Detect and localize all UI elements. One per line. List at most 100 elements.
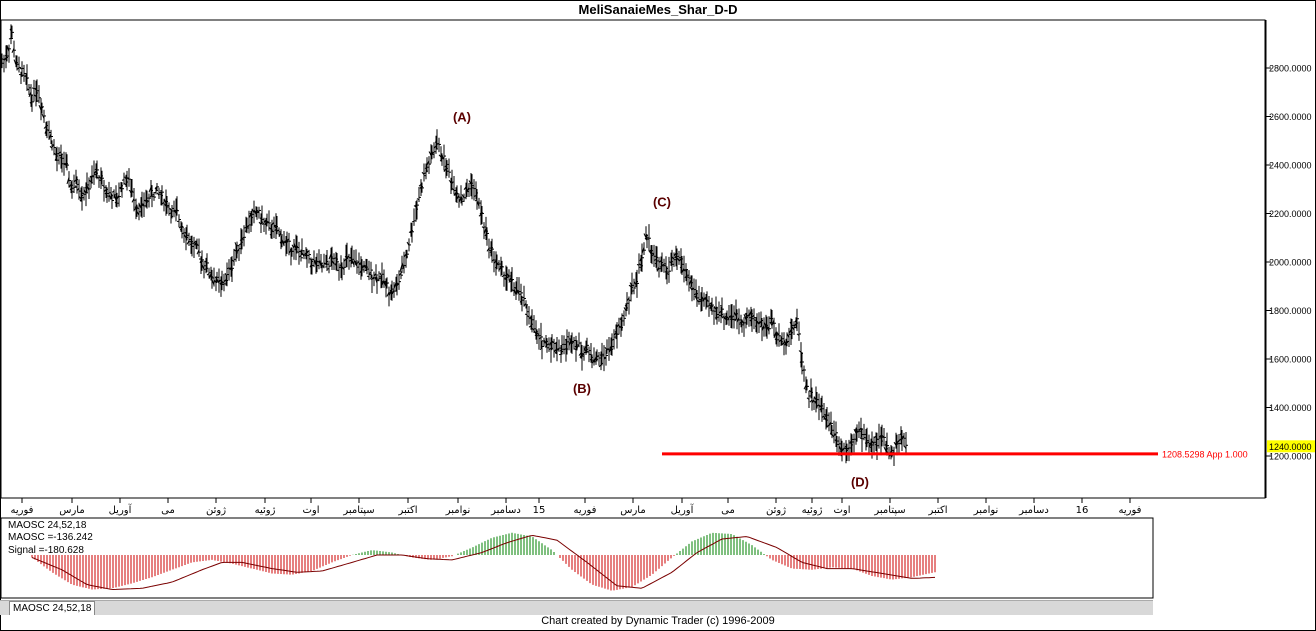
price-bar-open (421, 171, 425, 175)
price-bar-open (493, 260, 497, 264)
price-bar-open (136, 211, 140, 216)
price-bar-open (839, 450, 843, 453)
price-plot-frame (0, 19, 1266, 499)
price-bar-open (193, 240, 197, 244)
price-bar-open (414, 204, 418, 207)
price-bar-open (24, 75, 28, 78)
price-bar-open (678, 258, 682, 262)
price-bar-open (629, 282, 633, 286)
price-bar-open (74, 185, 78, 189)
price-bar-open (41, 113, 45, 119)
price-bar-open (96, 176, 100, 179)
price-bar-open (804, 388, 808, 391)
price-bar-open (249, 212, 253, 218)
price-bar-open (123, 182, 127, 186)
price-bar-open (73, 179, 77, 183)
price-bar-open (621, 314, 625, 317)
price-bar-open (833, 433, 837, 437)
price-bar-open (56, 152, 60, 155)
wave-label: (A) (453, 109, 471, 124)
price-bar-open (689, 286, 693, 291)
price-bar-open (14, 63, 18, 66)
price-bar-open (818, 404, 822, 408)
price-bar-open (66, 177, 70, 185)
price-bar-open (781, 342, 785, 346)
price-bar-open (308, 257, 312, 260)
y-tick-label: 2000.0000 (1269, 258, 1312, 268)
price-bar-open (626, 297, 630, 302)
price-bar-open (78, 196, 82, 200)
price-bar-open (94, 168, 98, 172)
price-bar-open (318, 260, 322, 266)
price-bar-open (388, 290, 392, 296)
price-bar-open (448, 180, 452, 183)
price-bar-open (499, 263, 503, 268)
price-bar-open (88, 179, 92, 183)
price-bar-open (664, 270, 668, 273)
price-bar-open (331, 260, 335, 265)
price-bar-open (556, 347, 560, 351)
price-bar-open (353, 259, 357, 265)
price-bar-open (229, 265, 233, 270)
price-bar-open (213, 279, 217, 283)
x-tick-label: می (161, 505, 175, 516)
price-bar-open (649, 249, 653, 255)
price-bar-open (169, 209, 173, 211)
x-tick-label: سپتامبر (342, 505, 374, 516)
indicator-name-label: MAOSC 24,52,18 (8, 520, 87, 531)
price-bar-open (706, 305, 710, 307)
x-tick-label: سپتامبر (873, 505, 905, 516)
price-bar-open (749, 317, 753, 322)
signal-line (31, 534, 936, 591)
price-bar-open (721, 315, 725, 319)
price-bar-open (599, 353, 603, 356)
price-bar-open (104, 192, 108, 196)
price-bar-open (758, 320, 762, 325)
price-bar-open (274, 227, 278, 231)
price-bar-open (244, 229, 248, 232)
price-bar-open (299, 250, 303, 254)
price-bar-open (64, 163, 68, 168)
indicator-tab-strip (0, 600, 1153, 615)
price-bar-open (431, 151, 435, 154)
price-bar-open (76, 187, 80, 192)
price-bar-open (48, 133, 52, 140)
price-bar-open (673, 252, 677, 257)
y-tick-label: 1200.0000 (1269, 452, 1312, 462)
price-bar-open (679, 266, 683, 269)
price-bar-open (54, 156, 58, 161)
price-bar-open (479, 211, 483, 215)
price-bar-open (444, 163, 448, 168)
price-bar-open (741, 319, 745, 325)
price-bar-open (321, 265, 325, 267)
price-bar-open (413, 205, 417, 208)
price-bar-open (766, 325, 770, 332)
price-bar-open (8, 37, 12, 40)
price-bar-open (346, 255, 350, 259)
price-bar-open (589, 358, 593, 362)
price-bar-open (354, 263, 358, 267)
indicator-tab[interactable]: MAOSC 24,52,18 (9, 601, 96, 615)
price-bar-open (808, 390, 812, 393)
price-bar-open (391, 289, 395, 295)
price-bar-open (488, 249, 492, 252)
price-bar-open (811, 399, 815, 404)
price-bar-open (89, 175, 93, 180)
price-bar-open (798, 350, 802, 353)
price-bar-open (828, 421, 832, 427)
price-bar-open (34, 87, 38, 90)
price-bar-open (503, 274, 507, 277)
price-bar-open (568, 339, 572, 346)
price-bar-open (11, 48, 15, 53)
price-bar-open (631, 290, 635, 292)
price-bar-open (141, 202, 145, 207)
price-bar-open (0, 63, 3, 66)
price-bar-open (874, 443, 878, 446)
price-bar-open (113, 193, 117, 201)
price-bar-open (316, 260, 320, 263)
x-tick-label: دسامبر (490, 505, 521, 516)
price-bar-open (211, 279, 215, 286)
last-price-badge (1267, 440, 1315, 453)
price-bar-open (429, 153, 433, 156)
